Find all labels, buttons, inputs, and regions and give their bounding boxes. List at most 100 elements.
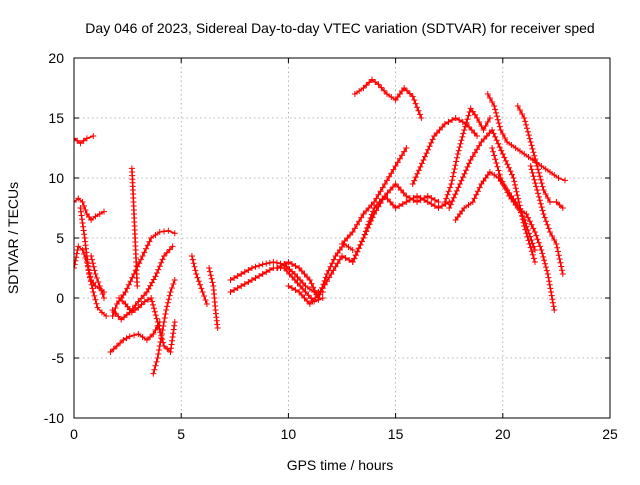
- trace-marker: [539, 183, 546, 190]
- data-point: [317, 289, 324, 295]
- trace-marker: [112, 310, 119, 317]
- trace-marker: [201, 293, 208, 299]
- y-axis-label: SDTVAR / TECUs: [5, 182, 21, 294]
- series-track-r: [339, 145, 410, 247]
- trace-marker: [310, 284, 317, 291]
- trace-marker: [523, 121, 530, 128]
- trace-marker: [241, 269, 248, 275]
- trace-marker: [377, 188, 384, 195]
- trace-marker: [273, 259, 280, 266]
- trace-marker: [125, 281, 132, 288]
- trace-marker: [489, 99, 496, 105]
- data-point: [409, 181, 416, 187]
- trace-marker: [347, 232, 354, 238]
- data-point: [270, 259, 277, 265]
- trace-marker: [342, 255, 349, 261]
- trace-marker: [532, 156, 539, 163]
- grid-lines: [74, 58, 610, 418]
- data-point: [431, 133, 438, 139]
- trace-marker: [501, 154, 508, 161]
- trace-marker: [549, 296, 556, 303]
- trace-marker: [189, 256, 196, 263]
- trace-marker: [504, 161, 511, 168]
- data-point: [203, 301, 210, 307]
- trace-marker: [375, 191, 382, 198]
- trace-marker: [429, 136, 436, 143]
- trace-marker: [536, 173, 543, 180]
- trace-marker: [89, 285, 96, 292]
- trace-marker: [471, 111, 478, 118]
- trace-marker: [152, 232, 159, 238]
- trace-marker: [436, 127, 443, 133]
- data-point: [456, 181, 463, 187]
- trace-marker: [355, 245, 362, 252]
- trace-marker: [368, 202, 375, 208]
- trace-marker: [541, 214, 548, 221]
- data-point: [339, 253, 345, 259]
- trace-marker: [530, 149, 537, 156]
- trace-marker: [431, 203, 438, 209]
- trace-marker: [366, 79, 373, 86]
- trace-marker: [387, 199, 394, 205]
- trace-marker: [305, 292, 312, 299]
- trace-marker: [245, 279, 252, 285]
- trace-marker: [149, 279, 156, 286]
- trace-marker: [551, 172, 558, 178]
- trace-marker: [152, 362, 159, 369]
- trace-marker: [529, 169, 536, 176]
- trace-marker: [522, 220, 529, 227]
- data-point: [538, 247, 545, 253]
- trace-marker: [256, 262, 263, 269]
- trace-marker: [209, 279, 216, 286]
- data-point: [109, 313, 116, 319]
- trace-marker: [141, 249, 148, 256]
- trace-marker: [421, 197, 428, 203]
- series-track-g: [109, 243, 176, 323]
- trace-marker: [461, 170, 468, 177]
- trace-marker: [304, 274, 311, 280]
- trace-marker: [496, 123, 503, 130]
- trace-marker: [496, 171, 503, 178]
- trace-marker: [170, 281, 177, 287]
- data-point: [188, 253, 195, 259]
- data-point: [489, 127, 496, 133]
- data-point: [491, 103, 498, 109]
- trace-marker: [538, 180, 545, 187]
- trace-marker: [80, 223, 87, 230]
- data-point: [381, 181, 388, 187]
- trace-marker: [451, 166, 458, 172]
- trace-marker: [166, 246, 173, 253]
- trace-marker: [161, 228, 168, 235]
- data-point: [92, 213, 99, 220]
- trace-marker: [195, 278, 202, 285]
- trace-marker: [544, 195, 551, 201]
- trace-marker: [417, 163, 424, 170]
- series-track-t: [371, 193, 453, 211]
- data-point: [499, 151, 506, 157]
- trace-marker: [502, 157, 509, 164]
- trace-marker: [99, 291, 106, 297]
- data-point: [135, 331, 142, 337]
- trace-marker: [414, 170, 421, 177]
- data-point: [452, 115, 459, 121]
- trace-marker: [495, 120, 502, 127]
- trace-marker: [530, 255, 537, 262]
- trace-marker: [390, 166, 397, 173]
- trace-marker: [149, 298, 156, 305]
- trace-marker: [431, 197, 438, 203]
- data-point: [165, 227, 172, 234]
- data-point: [392, 163, 399, 169]
- trace-marker: [538, 204, 545, 211]
- trace-marker: [157, 339, 164, 345]
- series-track-m: [206, 265, 221, 331]
- trace-marker: [163, 249, 170, 256]
- data-point: [199, 289, 206, 295]
- trace-marker: [406, 197, 413, 203]
- trace-marker: [373, 195, 380, 202]
- trace-marker: [156, 347, 163, 353]
- trace-marker: [138, 301, 145, 308]
- trace-marker: [283, 268, 290, 274]
- data-point: [474, 133, 481, 139]
- trace-marker: [496, 144, 503, 151]
